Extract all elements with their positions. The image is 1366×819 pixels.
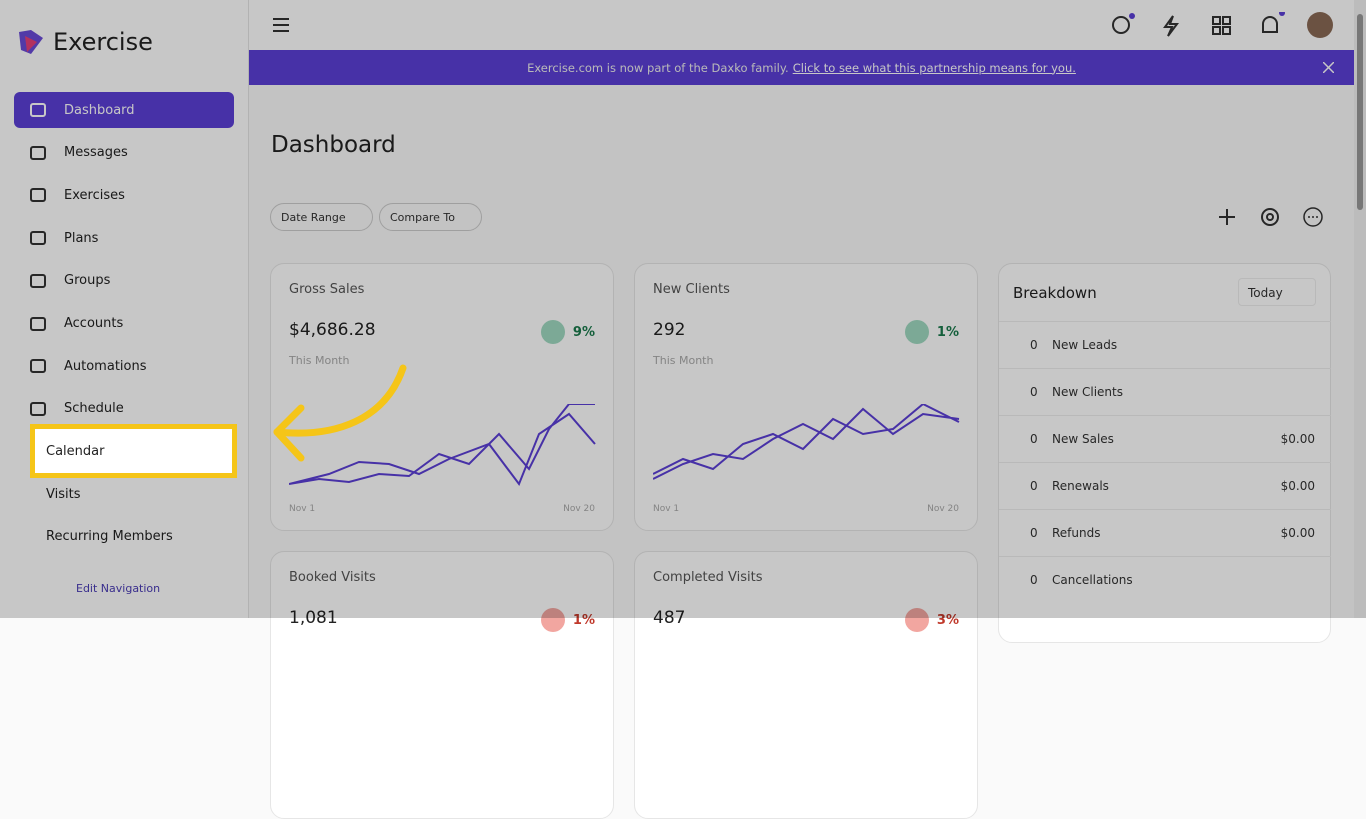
breakdown-title: Breakdown <box>1013 284 1097 302</box>
row-label: New Leads <box>1052 338 1118 352</box>
nav-icon <box>30 359 46 374</box>
toolbar-icons[interactable] <box>1109 12 1339 40</box>
row-amount: $0.00 <box>1280 432 1315 446</box>
menu-icon[interactable] <box>273 17 291 33</box>
nav-icon <box>30 231 46 246</box>
row-count: 0 <box>1030 526 1038 540</box>
nav-icon <box>30 273 46 288</box>
nav-label[interactable]: Accounts <box>64 316 124 331</box>
change-badge: 9% <box>540 320 595 344</box>
nav-item[interactable]: Messages <box>14 135 234 171</box>
action-icons[interactable] <box>1216 206 1326 228</box>
banner-text: Exercise.com is now part of the Daxko fa… <box>527 60 789 75</box>
nav-item[interactable]: Groups <box>14 263 234 299</box>
nav-label[interactable]: Messages <box>64 145 128 161</box>
breakdown-row: 0 Refunds $0.00 <box>999 509 1331 557</box>
breakdown-row: 0 New Clients <box>999 368 1331 416</box>
scrollbar <box>1354 0 1366 618</box>
nav-icon <box>30 103 46 117</box>
brand: Exercise <box>53 28 153 56</box>
row-count: 0 <box>1030 479 1038 493</box>
nav-label[interactable]: Exercises <box>64 187 125 203</box>
banner-link[interactable]: Click to see what this partnership means… <box>792 60 1076 75</box>
nav-item[interactable]: Plans <box>14 220 234 256</box>
top-bar <box>249 0 1366 50</box>
card-title: New Clients <box>653 282 730 297</box>
stat-card: Gross Sales $4,686.28 9% This Month Nov 1 Nov… <box>270 263 614 531</box>
breakdown-row: 0 New Sales $0.00 <box>999 415 1331 463</box>
row-label: Refunds <box>1052 526 1101 540</box>
overlay <box>0 0 1366 618</box>
breakdown-card: Breakdown Today 0 New Leads 0 New Clients 0 N… <box>998 263 1331 643</box>
row-amount: $0.00 <box>1280 479 1315 493</box>
edit-navigation[interactable]: Edit Navigation <box>76 582 161 595</box>
breakdown-row: 0 Renewals $0.00 <box>999 462 1331 510</box>
row-label: Renewals <box>1052 479 1109 493</box>
card-value: $4,686.28 <box>289 320 376 340</box>
close-icon[interactable] <box>1323 62 1334 73</box>
change-badge: 1% <box>904 320 959 344</box>
nav-item[interactable]: Schedule <box>14 391 234 427</box>
card-title: Booked Visits <box>289 570 376 585</box>
axis-end: Nov 20 <box>927 504 959 514</box>
nav-item[interactable]: Dashboard <box>14 92 234 128</box>
filter[interactable]: Compare To <box>379 203 482 231</box>
nav-label[interactable]: Groups <box>64 273 111 289</box>
row-count: 0 <box>1030 338 1038 352</box>
axis-start: Nov 1 <box>653 504 680 514</box>
trend-icon <box>540 320 565 344</box>
trend-icon <box>904 320 929 344</box>
row-amount: $0.00 <box>1280 526 1315 540</box>
subnav-item[interactable]: Recurring Members <box>46 529 173 545</box>
axis-start: Nov 1 <box>289 504 316 514</box>
nav-item[interactable]: Automations <box>14 348 234 384</box>
nav-icon <box>30 188 46 203</box>
nav-item[interactable]: Accounts <box>14 306 234 342</box>
breakdown-row: 0 Cancellations <box>999 556 1331 604</box>
sparkline <box>289 404 596 487</box>
row-label: Cancellations <box>1052 573 1133 587</box>
row-count: 0 <box>1030 573 1038 587</box>
period[interactable]: This Month <box>289 354 350 367</box>
nav-label[interactable]: Dashboard <box>64 102 135 118</box>
page-title: Dashboard <box>271 132 396 158</box>
card-value: 292 <box>653 320 686 340</box>
breakdown-row: 0 New Leads <box>999 321 1331 369</box>
sparkline-path <box>653 404 960 480</box>
change-text: 9% <box>572 324 595 340</box>
highlighted-item[interactable]: Calendar <box>30 424 237 478</box>
nav-icon <box>30 401 46 416</box>
sparkline <box>653 404 960 480</box>
nav-icon <box>30 145 46 160</box>
row-count: 0 <box>1030 385 1038 399</box>
calendar-link[interactable]: Calendar <box>46 444 105 459</box>
nav-item[interactable]: Exercises <box>14 177 234 213</box>
nav-icon <box>30 316 46 331</box>
period-select[interactable]: Today <box>1238 278 1316 306</box>
row-count: 0 <box>1030 432 1038 446</box>
nav-label[interactable]: Schedule <box>64 401 124 417</box>
nav-label[interactable]: Automations <box>64 358 147 374</box>
subnav-item[interactable]: Visits <box>46 486 81 502</box>
logo <box>19 30 43 54</box>
row-label: New Sales <box>1052 432 1114 446</box>
banner: Exercise.com is now part of the Daxko fa… <box>249 50 1354 85</box>
row-label: New Clients <box>1052 385 1123 399</box>
filter[interactable]: Date Range <box>270 203 373 231</box>
card-title: Gross Sales <box>289 282 365 297</box>
card-title: Completed Visits <box>653 570 763 585</box>
stat-card: New Clients 292 1% This Month Nov 1 Nov 20 <box>634 263 978 531</box>
nav-label[interactable]: Plans <box>64 230 99 246</box>
period[interactable]: This Month <box>653 354 714 367</box>
sidebar: Exercise Dashboard Messages Exercises Plans… <box>0 0 249 618</box>
change-text: 1% <box>936 324 959 340</box>
pointer-arrow <box>273 364 407 462</box>
sparkline-path <box>289 404 596 487</box>
axis-end: Nov 20 <box>563 504 595 514</box>
